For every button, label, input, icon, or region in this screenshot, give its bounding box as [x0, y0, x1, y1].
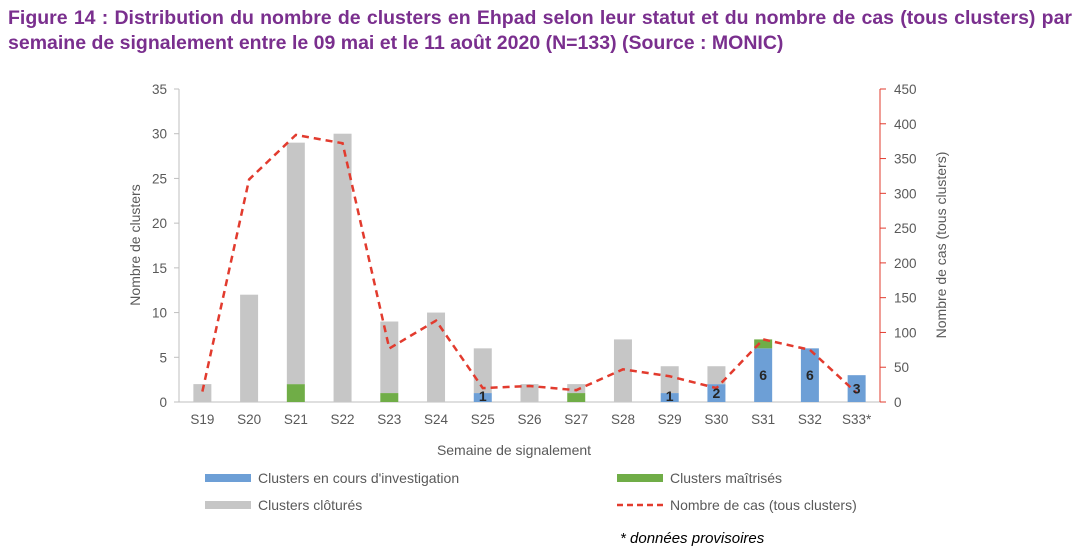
x-tick-label: S19 [190, 412, 214, 427]
y2-tick-label: 150 [894, 291, 917, 306]
bar-data-label: 6 [759, 367, 767, 383]
y-tick-label: 30 [152, 127, 167, 142]
legend: Clusters en cours d'investigation Cluste… [205, 470, 857, 513]
bar-investigation [473, 393, 492, 402]
bar-maitrises [754, 339, 773, 349]
x-tick-label: S24 [424, 412, 449, 427]
bar-clotures [660, 366, 679, 394]
bar-data-label: 1 [479, 388, 487, 404]
y2-tick-label: 350 [894, 152, 917, 167]
bar-investigation [707, 384, 726, 402]
y2-tick-label: 250 [894, 221, 917, 236]
bar-investigation [660, 393, 679, 402]
bar-data-label: 6 [806, 367, 814, 383]
y-tick-label: 15 [152, 261, 167, 276]
y2-tick-label: 100 [894, 325, 917, 340]
bar-data-label: 3 [853, 381, 861, 397]
bar-investigation [754, 348, 773, 402]
bar-investigation [847, 375, 866, 402]
bar-clotures [193, 384, 212, 402]
y2-tick-label: 0 [894, 395, 902, 410]
y2-tick-label: 450 [894, 82, 917, 97]
bar-clotures [380, 321, 399, 394]
y-tick-label: 5 [159, 350, 167, 365]
bar-clotures [613, 339, 632, 402]
x-axis-label: Semaine de signalement [437, 442, 591, 458]
cases-line-series [201, 133, 858, 394]
footnote: * données provisoires [620, 530, 765, 547]
y-tick-label: 25 [152, 171, 167, 186]
y2-tick-label: 400 [894, 117, 917, 132]
legend-label-cases: Nombre de cas (tous clusters) [670, 497, 857, 513]
x-tick-label: S26 [517, 412, 541, 427]
x-tick-label: S28 [611, 412, 635, 427]
bar-clotures [427, 312, 446, 402]
bar-data-label: 2 [713, 385, 721, 401]
legend-label-clotures: Clusters clôturés [258, 497, 362, 513]
x-tick-label: S21 [284, 412, 308, 427]
y-axis-label-left: Nombre de clusters [127, 184, 143, 305]
bar-clotures [567, 384, 586, 394]
x-tick-label: S30 [704, 412, 728, 427]
y2-tick-label: 200 [894, 256, 917, 271]
legend-swatch-clotures [205, 501, 251, 509]
bar-clotures [240, 294, 259, 402]
x-tick-label: S32 [798, 412, 822, 427]
y2-tick-label: 50 [894, 360, 909, 375]
bar-clotures [333, 133, 352, 402]
y-tick-label: 10 [152, 306, 167, 321]
x-tick-label: S29 [658, 412, 682, 427]
x-tick-label: S33* [842, 412, 872, 427]
legend-label-maitrises: Clusters maîtrisés [670, 470, 782, 486]
y-tick-label: 20 [152, 216, 167, 231]
x-tick-label: S20 [237, 412, 261, 427]
bar-clotures [286, 142, 305, 385]
y-axis-label-right: Nombre de cas (tous clusters) [933, 152, 949, 339]
x-tick-label: S23 [377, 412, 401, 427]
bar-investigation [800, 348, 819, 402]
bar-clotures [473, 348, 492, 394]
x-tick-label: S22 [331, 412, 355, 427]
bar-maitrises [567, 393, 586, 402]
bar-maitrises [380, 393, 399, 402]
bar-clotures [707, 366, 726, 385]
x-tick-label: S31 [751, 412, 775, 427]
legend-swatch-maitrises [617, 474, 663, 482]
bar-maitrises [286, 384, 305, 402]
y2-tick-label: 300 [894, 186, 917, 201]
legend-swatch-investigation [205, 474, 251, 482]
y-tick-label: 0 [159, 395, 167, 410]
bar-clotures [520, 384, 539, 402]
x-tick-label: S27 [564, 412, 588, 427]
legend-label-investigation: Clusters en cours d'investigation [258, 470, 459, 486]
bar-data-label: 1 [666, 388, 674, 404]
x-tick-label: S25 [471, 412, 495, 427]
figure-title: Figure 14 : Distribution du nombre de cl… [8, 7, 1072, 54]
y-tick-label: 35 [152, 82, 167, 97]
